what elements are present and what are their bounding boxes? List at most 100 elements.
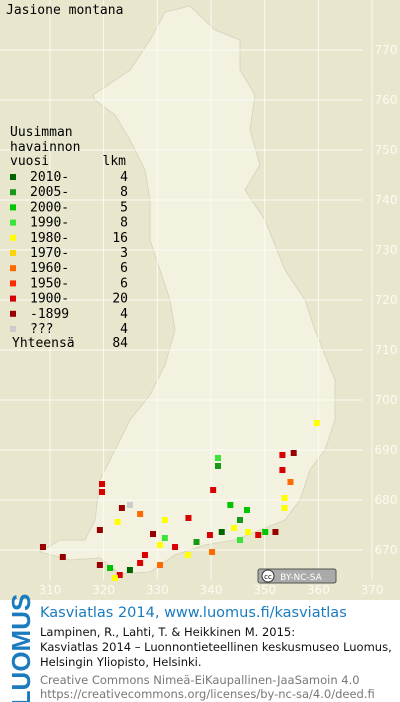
badge-box [257, 568, 337, 584]
record [206, 532, 213, 538]
legend: 2010- 4 2005- 8 2000- 5 1990- 8 1980- 16 1970- 3 196… [10, 170, 128, 337]
record [255, 532, 262, 538]
license: https://creativecommons.org/licenses/by-… [40, 687, 375, 701]
record [313, 420, 320, 426]
legend-label: 1960- [30, 261, 69, 276]
record [137, 560, 144, 566]
citation: Lampinen, R., Lahti, T. & Heikkinen M. 2… [40, 625, 295, 639]
record [237, 537, 243, 543]
legend-count: 8 [120, 185, 128, 200]
legend-swatch [10, 295, 16, 302]
record [141, 552, 148, 558]
record [214, 455, 221, 461]
record [209, 549, 216, 555]
legend-swatch [10, 310, 16, 317]
record [118, 505, 125, 511]
x-tick-label: 360 [307, 583, 330, 597]
record [96, 562, 103, 568]
total-label: Yhteensä [12, 336, 75, 351]
record [59, 554, 66, 560]
record [210, 487, 217, 493]
legend-count: 5 [120, 200, 128, 215]
record [231, 525, 238, 531]
legend-label: 2010- [30, 170, 69, 185]
legend-swatch [10, 219, 16, 226]
legend-column-label: vuosi [10, 154, 49, 169]
legend-label: 1950- [30, 276, 69, 291]
record [193, 539, 200, 545]
legend-label: -1899 [30, 307, 69, 322]
legend-label: 2005- [30, 185, 69, 200]
legend-count: 6 [120, 276, 128, 291]
badge-cc: cc [264, 573, 272, 581]
citation: Kasviatlas 2014 – Luonnontieteellinen ke… [40, 640, 392, 654]
badge-text: BY-NC-SA [280, 573, 323, 583]
record [185, 515, 192, 521]
x-tick-label: 370 [361, 583, 384, 597]
record [290, 450, 297, 456]
record [227, 502, 234, 508]
legend-count: 4 [120, 307, 128, 322]
record [157, 542, 163, 548]
legend-count: 16 [112, 231, 128, 246]
record [116, 572, 123, 578]
badge-circle [261, 569, 275, 583]
record [281, 495, 288, 501]
record [96, 527, 103, 533]
record [111, 575, 118, 581]
record [287, 479, 294, 485]
legend-heading: havainnon [10, 140, 80, 155]
record [99, 489, 106, 495]
y-tick-label: 690 [375, 443, 398, 457]
record [172, 544, 179, 550]
y-tick-label: 740 [375, 193, 398, 207]
legend-label: 1980- [30, 231, 69, 246]
legend-swatch [10, 234, 16, 241]
legend-label: 2000- [30, 200, 69, 215]
legend-label: 1970- [30, 246, 69, 261]
y-tick-label: 770 [375, 43, 398, 57]
x-tick-label: 350 [253, 583, 276, 597]
record [218, 529, 225, 535]
legend-column-label: lkm [103, 154, 127, 169]
legend-swatch [10, 280, 16, 287]
record [272, 529, 279, 535]
record [126, 567, 133, 573]
legend-swatch [10, 326, 16, 332]
record [126, 502, 133, 508]
logo: LUOMUS [6, 594, 36, 702]
y-tick-label: 670 [375, 543, 398, 557]
map-title: Jasione montana [6, 3, 123, 18]
record [150, 531, 157, 537]
x-tick-label: 310 [38, 583, 61, 597]
y-tick-label: 700 [375, 393, 398, 407]
legend-count: 4 [120, 322, 128, 337]
legend-count: 3 [120, 246, 128, 261]
total: 84 [112, 336, 128, 351]
record [279, 467, 286, 473]
record [214, 463, 221, 469]
record [262, 529, 269, 535]
x-tick-label: 330 [146, 583, 169, 597]
legend-heading: Uusimman [10, 125, 73, 140]
y-tick-label: 730 [375, 243, 398, 257]
legend-count: 8 [120, 216, 128, 231]
x-tick-label: 340 [200, 583, 223, 597]
y-tick-label: 750 [375, 143, 398, 157]
legend-label: 1900- [30, 292, 69, 307]
record [39, 544, 46, 550]
x-tick-label: 320 [92, 583, 115, 597]
legend-swatch [10, 265, 16, 272]
legend-swatch [10, 174, 16, 180]
record [99, 481, 106, 487]
citation: Helsingin Yliopisto, Helsinki. [40, 655, 202, 669]
legend-label: 1990- [30, 216, 69, 231]
record [281, 505, 288, 511]
legend-swatch [10, 189, 16, 196]
record [161, 517, 168, 523]
y-tick-label: 760 [375, 93, 398, 107]
record [137, 511, 144, 517]
legend-label: ??? [30, 322, 53, 337]
legend-count: 20 [112, 292, 128, 307]
